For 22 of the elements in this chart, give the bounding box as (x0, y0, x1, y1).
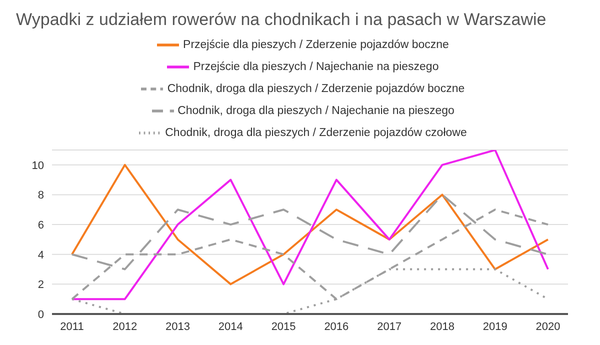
legend-label: Przejście dla pieszych / Najechanie na pieszego (193, 61, 439, 74)
y-tick-label: 4 (38, 249, 44, 262)
legend-label: Chodnik, droga dla pieszych / Zderzenie pojazdów boczne (167, 83, 465, 96)
x-tick-label: 2018 (430, 320, 454, 333)
y-tick-label: 2 (38, 279, 44, 292)
x-tick-label: 2020 (536, 320, 560, 333)
y-tick-label: 8 (38, 190, 44, 202)
y-tick-label: 6 (38, 219, 44, 232)
x-tick-label: 2015 (271, 320, 296, 333)
x-tick-label: 2017 (377, 320, 402, 333)
x-tick-label: 2013 (166, 320, 190, 333)
y-tick-label: 0 (38, 308, 44, 321)
x-tick-label: 2019 (482, 320, 508, 333)
legend-label: Przejście dla pieszych / Zderzenie pojazdów boczne (183, 39, 449, 52)
x-tick-label: 2016 (324, 320, 349, 333)
legend-label: Chodnik, droga dla pieszych / Najechanie na pieszego (178, 105, 454, 118)
x-tick-label: 2014 (218, 320, 243, 333)
legend-label: Chodnik, droga dla pieszych / Zderzenie pojazdów czołowe (165, 127, 467, 140)
chart-title: Wypadki z udziałem rowerów na chodnikach i na pasach w Warszawie (15, 9, 548, 30)
x-tick-label: 2011 (60, 320, 84, 333)
y-tick-label: 10 (32, 160, 44, 172)
x-tick-label: 2012 (112, 320, 138, 333)
